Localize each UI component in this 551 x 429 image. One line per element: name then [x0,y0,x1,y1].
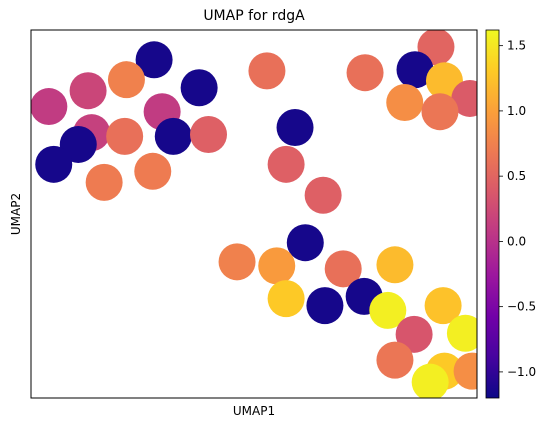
colorbar-tick-label: 1.0 [507,104,526,118]
scatter-point [35,146,72,183]
colorbar-tick-label: 1.5 [507,39,526,53]
scatter-point [155,118,192,155]
scatter-point [305,177,342,214]
scatter-point [447,315,484,352]
scatter-point [30,88,67,125]
scatter-points [30,28,490,400]
scatter-point [258,247,295,284]
scatter-point [412,364,449,401]
scatter-point [181,69,218,106]
scatter-point [268,280,305,317]
x-axis-label: UMAP1 [233,404,275,418]
scatter-point [70,72,107,109]
y-axis-label: UMAP2 [9,193,23,235]
scatter-point [421,93,458,130]
scatter-point [108,61,145,98]
scatter-point [248,52,285,89]
scatter-point [454,353,491,390]
scatter-point [376,246,413,283]
scatter-point [106,118,143,155]
colorbar: −1.0 −0.5 0.0 0.5 1.0 1.5 [486,30,536,398]
scatter-point [347,54,384,91]
scatter-point [134,153,171,190]
scatter-point [268,146,305,183]
colorbar-tick-label: 0.0 [507,234,526,248]
colorbar-tick-label: −1.0 [507,365,536,379]
scatter-point [86,164,123,201]
colorbar-gradient [486,30,499,398]
colorbar-tick-label: 0.5 [507,169,526,183]
scatter-point [306,287,343,324]
scatter-point [277,109,314,146]
scatter-point [190,116,227,153]
scatter-point [287,224,324,261]
chart-title: UMAP for rdgA [203,8,305,24]
scatter-point [376,342,413,379]
scatter-point [219,243,256,280]
scatter-point [386,84,423,121]
colorbar-tick-label: −0.5 [507,300,536,314]
